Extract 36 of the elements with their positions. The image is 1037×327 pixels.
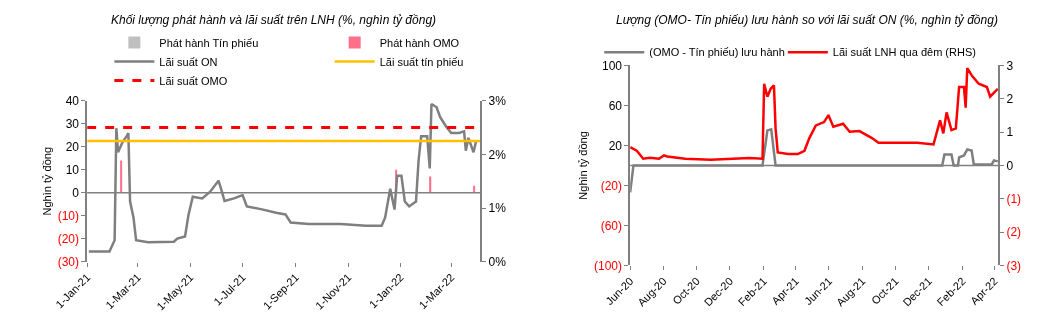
legend-label: (OMO - Tín phiếu) lưu hành <box>649 46 785 59</box>
y-tick-label: 40 <box>65 94 80 108</box>
y-tick-label: 100 <box>601 58 623 73</box>
y2-tick-label: 1 <box>1006 125 1014 140</box>
y-tick-label: (60) <box>600 218 623 233</box>
y2-tick-label: (1) <box>1006 191 1022 206</box>
y-tick-label: (30) <box>57 254 79 269</box>
legend-label: Lãi suất OMO <box>159 74 228 87</box>
y2-tick-label: 0% <box>488 254 507 269</box>
legend-label: Lãi suất LNH qua đêm (RHS) <box>832 46 976 59</box>
y-tick-label: (20) <box>600 178 623 193</box>
chart-title: Lượng (OMO- Tín phiếu) lưu hành so với lãi suất ON (%, nghìn tỷ đồng) <box>616 13 998 27</box>
chart-title: Khối lượng phát hành và lãi suất trên LNH (%, nghìn tỷ đồng) <box>111 13 437 27</box>
y-axis-title: Nghìn tỷ đồng <box>40 146 53 216</box>
y-tick-label: (20) <box>57 231 79 246</box>
y2-tick-label: 1% <box>488 201 507 216</box>
y2-tick-label: 2% <box>488 147 507 162</box>
y-tick-label: 60 <box>608 98 623 113</box>
y-tick-label: 20 <box>65 139 80 154</box>
y2-tick-label: 2 <box>1006 91 1014 106</box>
y2-tick-label: 3% <box>488 94 507 108</box>
y-tick-label: 20 <box>608 138 623 153</box>
y-tick-label: (10) <box>57 208 79 223</box>
y-tick-label: 30 <box>65 116 80 131</box>
y2-tick-label: 3 <box>1006 58 1014 73</box>
y2-tick-label: (3) <box>1006 258 1022 273</box>
y2-tick-label: (2) <box>1006 225 1022 240</box>
legend-label: Lãi suất tín phiếu <box>379 55 464 68</box>
legend-label: Lãi suất ON <box>159 55 218 68</box>
y-tick-label: (100) <box>594 258 623 273</box>
legend-label: Phát hành Tín phiếu <box>159 36 259 49</box>
y2-tick-label: 0 <box>1006 158 1014 173</box>
legend-label: Phát hành OMO <box>379 36 460 49</box>
y-axis-title: Nghìn tỷ đồng <box>577 131 590 200</box>
y-tick-label: 0 <box>72 185 80 200</box>
y-tick-label: 10 <box>65 162 80 177</box>
